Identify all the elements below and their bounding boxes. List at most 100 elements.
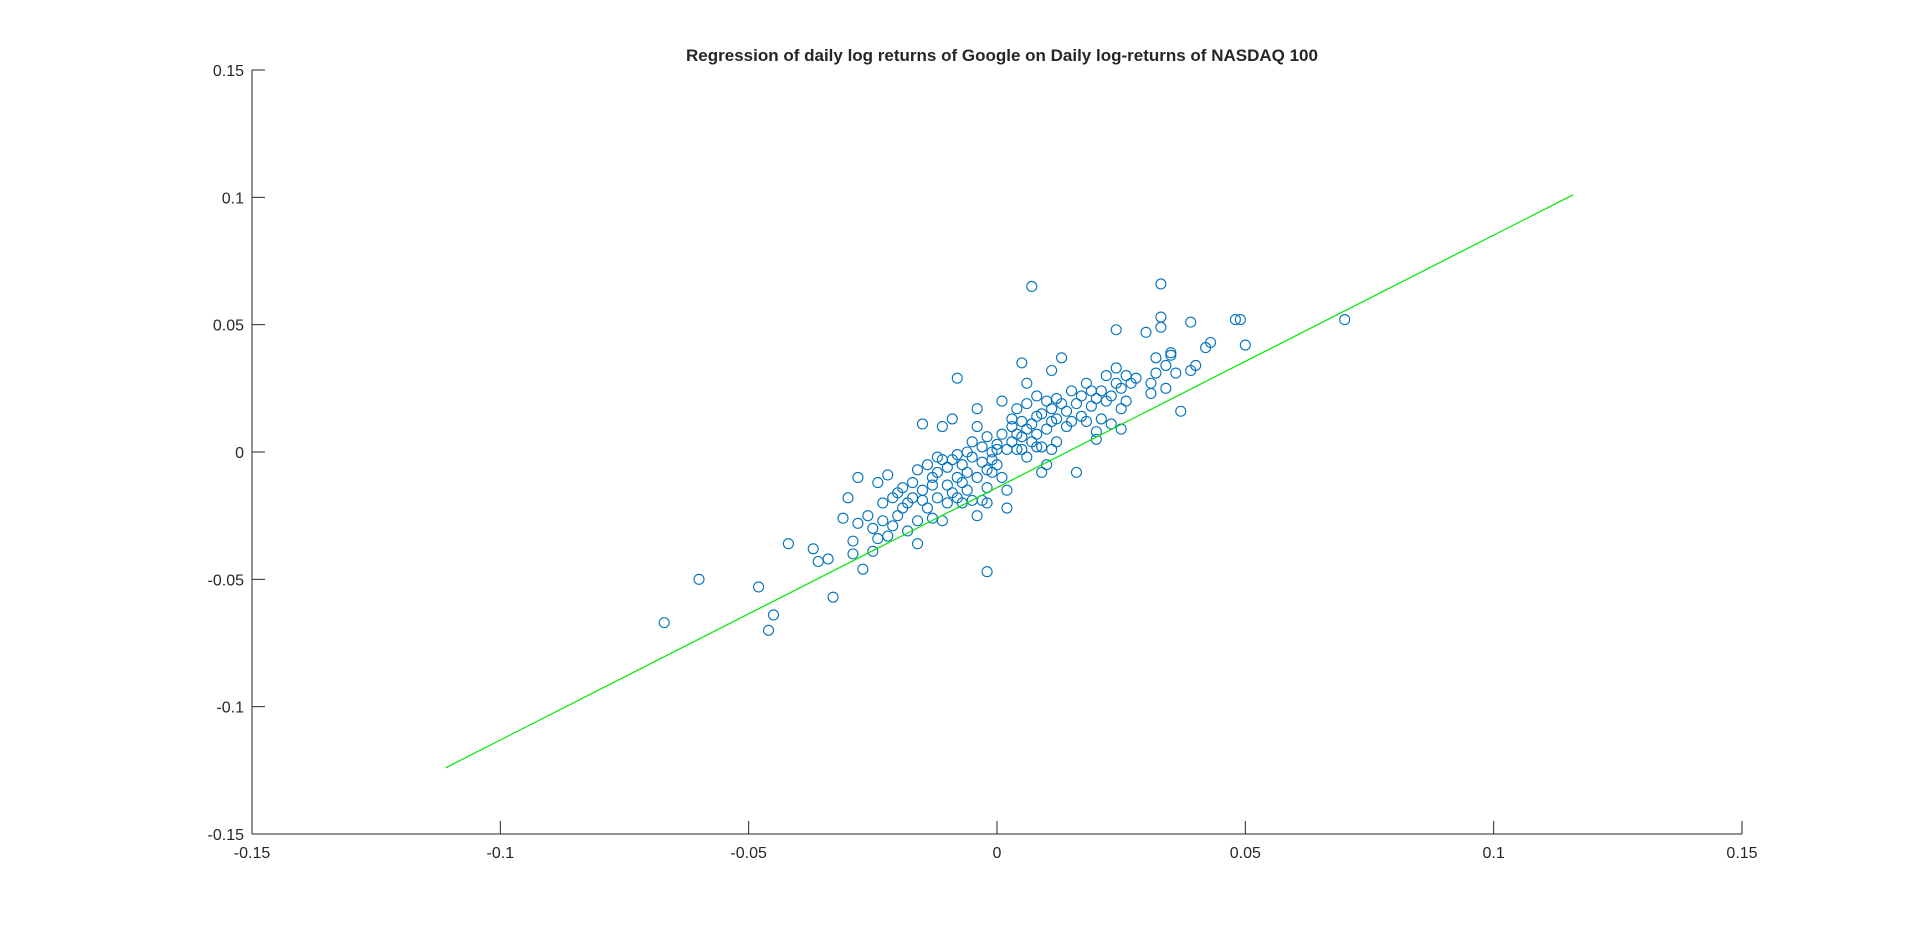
- scatter-point: [1140, 326, 1152, 338]
- x-tick-label: -0.15: [234, 845, 271, 862]
- scatter-point: [1170, 367, 1182, 379]
- scatter-point: [971, 510, 983, 522]
- scatter-point: [847, 548, 859, 560]
- scatter-point: [1130, 372, 1142, 384]
- scatter-point: [1115, 382, 1127, 394]
- scatter-point: [1205, 336, 1217, 349]
- scatter-point: [842, 492, 854, 504]
- scatter-point: [1036, 408, 1048, 420]
- scatter-point: [926, 479, 938, 491]
- scatter-point: [921, 502, 934, 514]
- scatter-point: [1046, 364, 1058, 377]
- scatter-point: [857, 563, 869, 575]
- scatter-point: [877, 515, 889, 527]
- scatter-point: [882, 530, 894, 542]
- scatter-point: [966, 451, 978, 463]
- scatter-point: [951, 448, 963, 461]
- x-tick-label: 0.15: [1726, 845, 1757, 862]
- scatter-point: [921, 459, 934, 471]
- x-tick-label: -0.1: [487, 845, 515, 862]
- scatter-point: [1339, 314, 1351, 326]
- scatter-point: [693, 573, 705, 585]
- scatter-point: [1021, 377, 1033, 389]
- scatter-point: [887, 520, 899, 532]
- scatter-point: [852, 471, 864, 484]
- scatter-point: [986, 466, 998, 478]
- scatter-point: [1051, 413, 1063, 425]
- scatter-point: [1026, 418, 1038, 430]
- scatter-point: [961, 466, 973, 478]
- scatter-point: [916, 418, 929, 430]
- scatter-point: [877, 497, 889, 509]
- scatter-point: [1085, 385, 1097, 397]
- scatter-point: [837, 512, 849, 524]
- scatter-point: [1056, 398, 1068, 410]
- scatter-point: [867, 522, 879, 534]
- scatter-point: [1145, 377, 1157, 389]
- scatter-point: [956, 459, 968, 471]
- scatter-point: [1110, 362, 1122, 374]
- y-tick-label: 0.05: [213, 318, 244, 335]
- scatter-point: [1006, 420, 1018, 433]
- scatter-point: [1051, 436, 1063, 448]
- scatter-point: [782, 538, 794, 550]
- scatter-point: [1160, 382, 1172, 394]
- scatter-point: [911, 515, 924, 527]
- scatter-point: [1026, 280, 1038, 293]
- scatter-point: [976, 441, 988, 453]
- scatter-point: [1001, 502, 1013, 514]
- y-ticks: -0.15 -0.1 -0.05 0 0.05 0.1 0.15: [208, 63, 265, 844]
- scatter-point: [892, 510, 904, 522]
- x-ticks: -0.15 -0.1 -0.05 0 0.05 0.1 0.15: [234, 821, 1758, 862]
- scatter-point: [936, 420, 948, 433]
- scatter-point: [1160, 359, 1172, 371]
- scatter-point: [1115, 403, 1127, 415]
- scatter-point: [1016, 357, 1028, 369]
- scatter-point: [1115, 423, 1127, 435]
- scatter-point: [1036, 466, 1048, 478]
- scatter-point: [996, 471, 1008, 484]
- scatter-point: [1080, 415, 1092, 427]
- scatter-point: [916, 494, 929, 506]
- scatter-point: [1155, 321, 1167, 333]
- scatter-point: [1239, 339, 1251, 351]
- scatter-point: [1006, 436, 1018, 448]
- scatter-point: [961, 484, 973, 496]
- scatter-point: [1001, 443, 1013, 456]
- y-tick-label: -0.05: [208, 572, 245, 589]
- scatter-point: [1016, 443, 1028, 456]
- scatter-point: [1100, 370, 1112, 382]
- scatter-point: [1056, 352, 1068, 364]
- scatter-point: [1011, 403, 1023, 415]
- scatter-point: [931, 492, 943, 504]
- scatter-point: [1110, 324, 1122, 336]
- x-tick-label: 0.1: [1483, 845, 1505, 862]
- scatter-point: [1155, 311, 1167, 323]
- scatter-point: [1155, 278, 1167, 290]
- scatter-point: [976, 456, 988, 468]
- y-tick-label: 0.1: [222, 190, 244, 207]
- scatter-point: [996, 428, 1008, 440]
- scatter-point: [907, 477, 919, 489]
- y-tick-label: 0: [235, 445, 244, 462]
- scatter-point: [1120, 395, 1132, 407]
- scatter-point: [991, 459, 1003, 471]
- scatter-point: [1085, 400, 1097, 412]
- scatter-point: [916, 484, 929, 496]
- scatter-point: [1175, 405, 1187, 417]
- scatter-point: [971, 420, 983, 433]
- scatter-point: [956, 477, 968, 489]
- scatter-point: [1046, 403, 1058, 415]
- scatter-point: [1036, 441, 1048, 453]
- scatter-point: [981, 566, 993, 578]
- scatter-point: [941, 497, 953, 509]
- scatter-point: [991, 438, 1003, 450]
- scatter-point: [1065, 385, 1078, 397]
- scatter-point: [1060, 405, 1073, 417]
- scatter-point: [762, 624, 775, 636]
- regression-line: [445, 194, 1574, 769]
- scatter-point: [946, 413, 958, 425]
- scatter-point: [931, 466, 943, 478]
- scatter-point: [1165, 347, 1177, 359]
